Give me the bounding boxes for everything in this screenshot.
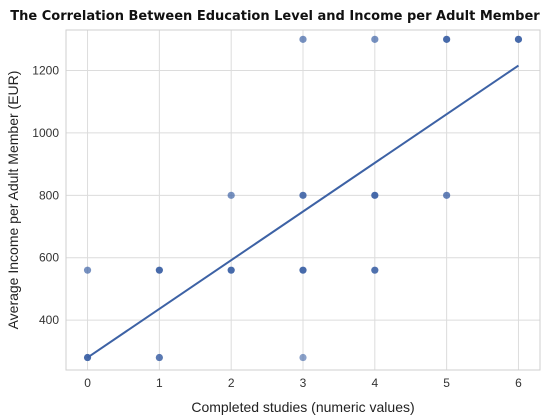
x-axis-ticks: 0 1 2 3 4 5 6: [84, 376, 522, 390]
x-tick-label: 2: [228, 376, 235, 390]
data-point: [299, 353, 307, 362]
data-point: [299, 266, 307, 274]
x-tick-label: 4: [371, 376, 378, 390]
data-point: [227, 266, 235, 274]
grid-layer: [66, 30, 540, 370]
y-tick-label: 600: [39, 251, 59, 265]
data-point: [371, 191, 379, 199]
x-tick-label: 3: [300, 376, 307, 390]
x-tick-label: 6: [515, 376, 522, 390]
x-tick-label: 1: [156, 376, 163, 390]
data-point: [371, 266, 379, 274]
trendline-layer: [86, 64, 520, 359]
plot-frame: [65, 29, 541, 371]
data-point: [155, 266, 163, 274]
data-point: [155, 353, 163, 362]
x-axis-label: Completed studies (numeric values): [191, 399, 414, 415]
data-point: [514, 35, 523, 43]
data-point: [299, 35, 307, 43]
x-tick-label: 0: [84, 376, 91, 390]
data-point: [227, 191, 235, 199]
data-point: [443, 191, 451, 199]
x-tick-label: 5: [443, 376, 450, 390]
data-point: [299, 191, 307, 199]
data-points: [83, 35, 523, 362]
y-axis-label: Average Income per Adult Member (EUR): [5, 71, 21, 330]
data-point: [371, 35, 379, 43]
y-tick-label: 1200: [32, 64, 59, 78]
trendline: [86, 64, 520, 359]
data-point: [83, 266, 92, 274]
chart-title: The Correlation Between Education Level …: [10, 9, 540, 24]
y-tick-label: 800: [39, 188, 59, 202]
data-point: [443, 35, 451, 43]
y-tick-label: 400: [39, 313, 59, 327]
y-axis-ticks: 400 600 800 1000 1200: [32, 64, 59, 328]
y-tick-label: 1000: [32, 126, 59, 140]
